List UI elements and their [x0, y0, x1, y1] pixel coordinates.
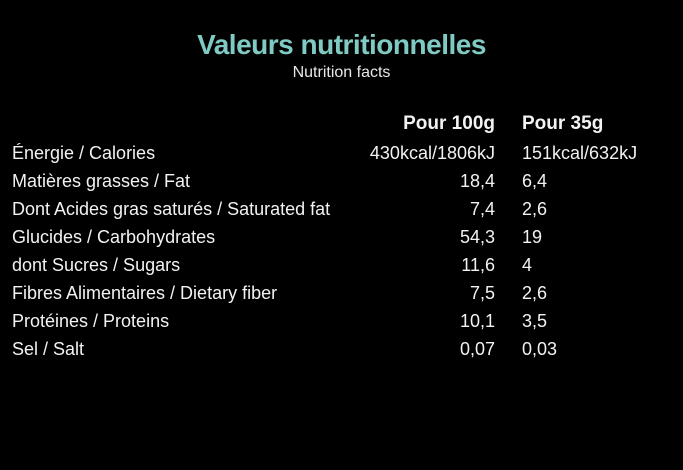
value-per-100g: 11,6: [461, 255, 495, 275]
row-label: Sel / Salt: [12, 339, 85, 359]
row-label: Matières grasses / Fat: [12, 171, 191, 191]
value-per-35g: 19: [522, 227, 543, 247]
value-per-100g: 7,5: [469, 283, 495, 303]
table-row: Matières grasses / Fat 18,4 6,4: [0, 171, 683, 199]
value-per-35g: 3,5: [522, 311, 548, 331]
table-row: Énergie / Calories 430kcal/1806kJ 151kcal/…: [0, 143, 683, 171]
value-per-100g: 18,4: [459, 171, 495, 191]
value-per-100g: 54,3: [459, 227, 495, 247]
value-per-100g: 10,1: [459, 311, 495, 331]
value-per-35g: 2,6: [522, 199, 548, 219]
value-per-35g: 2,6: [522, 283, 548, 303]
table-row: Protéines / Proteins 10,1 3,5: [0, 311, 683, 339]
column-header-per-100g: Pour 100g: [403, 113, 495, 134]
row-label: Dont Acides gras saturés / Saturated fat: [12, 199, 331, 219]
row-label: Énergie / Calories: [12, 143, 156, 163]
value-per-100g: 7,4: [469, 199, 495, 219]
value-per-35g: 4: [522, 255, 533, 275]
row-label: Glucides / Carbohydrates: [12, 227, 216, 247]
page-title: Valeurs nutritionnelles: [197, 29, 486, 60]
value-per-100g: 430kcal/1806kJ: [369, 143, 495, 163]
table-row: dont Sucres / Sugars 11,6 4: [0, 255, 683, 283]
table-row: Dont Acides gras saturés / Saturated fat…: [0, 199, 683, 227]
value-per-35g: 0,03: [522, 339, 558, 359]
table-row: Fibres Alimentaires / Dietary fiber 7,5 2,…: [0, 283, 683, 311]
row-label: Protéines / Proteins: [12, 311, 170, 331]
column-header-per-35g: Pour 35g: [522, 113, 604, 134]
value-per-100g: 0,07: [459, 339, 495, 359]
row-label: dont Sucres / Sugars: [12, 255, 181, 275]
page-subtitle: Nutrition facts: [292, 64, 391, 81]
table-row: Sel / Salt 0,07 0,03: [0, 339, 683, 367]
value-per-35g: 151kcal/632kJ: [522, 143, 638, 163]
table-row: Glucides / Carbohydrates 54,3 19: [0, 227, 683, 255]
row-label: Fibres Alimentaires / Dietary fiber: [12, 283, 278, 303]
value-per-35g: 6,4: [522, 171, 548, 191]
